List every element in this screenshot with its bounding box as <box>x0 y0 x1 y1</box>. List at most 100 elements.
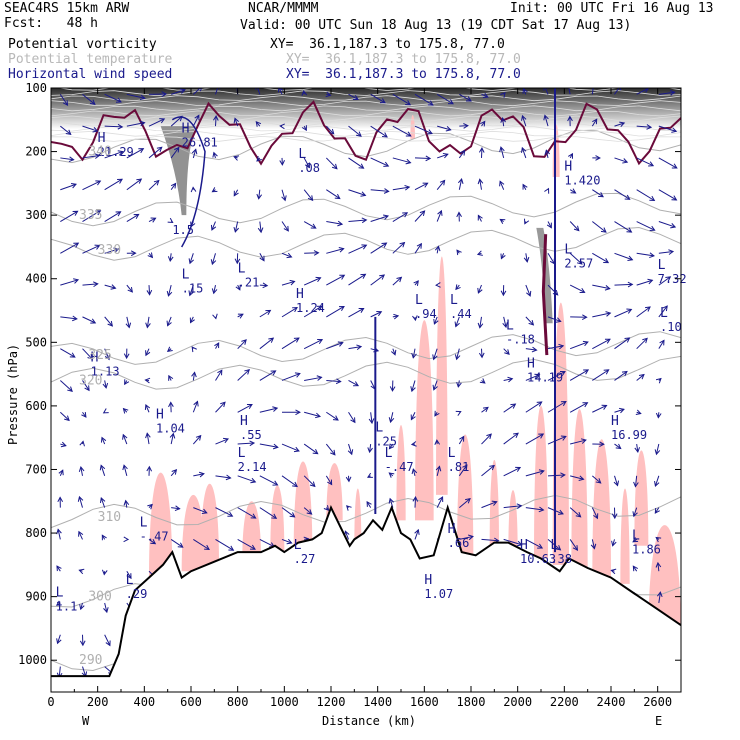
wind-vector <box>657 562 660 572</box>
wind-vector-head <box>465 497 471 504</box>
wind-vector <box>259 407 278 413</box>
wind-vector <box>392 157 411 164</box>
x-axis-label: Distance (km) <box>322 714 416 728</box>
wind-vector <box>525 507 544 511</box>
wind-vector-head <box>168 374 174 381</box>
wind-vector <box>525 316 534 326</box>
extremum-value: .27 <box>294 552 316 566</box>
extremum-value: 2.14 <box>238 460 267 474</box>
wind-vector-head <box>79 604 85 611</box>
wind-vector <box>654 507 660 514</box>
wind-vector-head <box>113 247 120 253</box>
wind-vector <box>57 634 61 644</box>
wind-vector <box>80 466 83 476</box>
terrain-line <box>51 504 681 678</box>
wind-vector-head <box>144 377 151 384</box>
wind-vector <box>591 539 595 549</box>
wind-vector-head <box>147 252 154 259</box>
wind-vector-head <box>538 433 545 439</box>
wind-vector <box>259 221 262 233</box>
wind-vector <box>366 501 372 508</box>
wind-vector-head <box>389 386 396 392</box>
wind-vector-head <box>150 217 157 223</box>
wind-vector <box>481 433 492 445</box>
wind-vector <box>614 408 625 413</box>
wind-vector-head <box>198 471 205 478</box>
wind-vector-head <box>110 284 117 290</box>
wind-vector-head <box>559 371 566 377</box>
wind-vector <box>592 221 607 233</box>
wind-vector-head <box>381 242 388 248</box>
wind-vector <box>658 592 661 604</box>
wind-vector <box>545 150 549 159</box>
wind-vector-head <box>56 528 62 535</box>
wind-vector <box>503 538 522 546</box>
x-end-label-west: W <box>82 714 90 728</box>
field-label-theta: Potential temperature <box>8 52 173 67</box>
valid-time: Valid: 00 UTC Sun 18 Aug 13 (19 CDT Sat … <box>240 18 632 33</box>
wind-vector-head <box>211 288 218 295</box>
wind-vector <box>78 496 83 508</box>
wind-vector <box>148 217 156 222</box>
wind-vector <box>370 242 387 254</box>
wind-vector <box>170 183 177 191</box>
wind-vector-head <box>100 436 107 443</box>
wind-vector-head <box>289 279 296 286</box>
extremum-marker: L <box>506 319 514 334</box>
wind-vector-head <box>573 225 580 232</box>
wind-vector <box>614 443 621 449</box>
wind-vector-head <box>432 384 438 391</box>
wind-vector-head <box>536 401 543 407</box>
wind-vector <box>237 404 253 413</box>
wind-vector <box>503 316 507 328</box>
wind-vector-head <box>647 278 654 285</box>
wind-vector <box>348 93 359 100</box>
wind-vector <box>547 371 566 381</box>
wind-vector-head <box>489 464 496 471</box>
wind-vector <box>167 316 172 326</box>
wind-vector-head <box>77 495 84 502</box>
wind-vector-head <box>624 194 631 200</box>
wind-vector <box>281 280 295 286</box>
wind-vector-head <box>201 508 208 514</box>
pv-shaded-region <box>534 405 548 559</box>
wind-vector-head <box>414 528 420 535</box>
wind-vector <box>459 535 474 540</box>
wind-vector-head <box>145 322 151 329</box>
wind-vector <box>636 337 648 350</box>
wind-vector-head <box>78 530 84 537</box>
wind-vector-head <box>603 369 610 375</box>
wind-vector-head <box>57 496 64 503</box>
extremum-value: 1.07 <box>424 587 453 601</box>
wind-vector <box>215 438 229 445</box>
wind-vector-head <box>60 441 67 448</box>
wind-vector-head <box>330 449 336 456</box>
wind-vector <box>544 115 549 127</box>
wind-vector <box>658 251 674 254</box>
wind-vector <box>78 531 83 540</box>
wind-vector-head <box>234 258 241 265</box>
extremum-value: 26.81 <box>182 136 218 150</box>
wind-vector <box>259 443 278 448</box>
pv-shaded-region <box>270 485 285 553</box>
wind-vector-head <box>210 259 217 266</box>
wind-vector <box>60 348 76 358</box>
wind-vector <box>392 125 412 137</box>
wind-vector-head <box>438 496 444 503</box>
wind-vector-head <box>500 290 507 297</box>
wind-vector-head <box>578 475 585 481</box>
extremum-marker: L <box>550 538 558 553</box>
wind-vector-head <box>482 406 489 413</box>
isentrope-line <box>51 90 681 97</box>
wind-vector <box>658 305 668 318</box>
wind-vector <box>636 374 645 381</box>
wind-vector <box>348 157 364 169</box>
field-xy-wind: XY= 36.1,187.3 to 175.8, 77.0 <box>286 67 521 82</box>
wind-vector-head <box>325 91 332 98</box>
wind-vector-head <box>117 123 124 130</box>
wind-vector-head <box>79 440 85 447</box>
wind-vector-head <box>212 151 218 158</box>
wind-vector-head <box>576 259 583 265</box>
wind-vector <box>192 149 197 159</box>
isentrope-label: 330 <box>98 243 121 258</box>
